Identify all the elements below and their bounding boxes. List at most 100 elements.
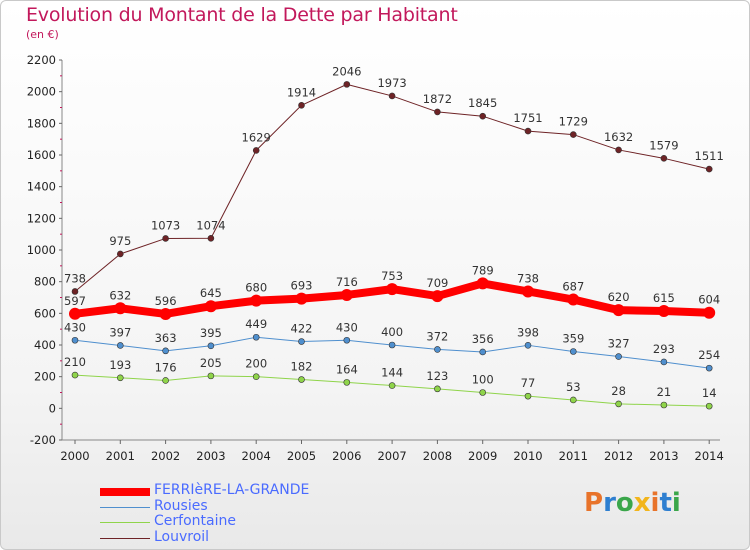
data-point (388, 92, 396, 100)
data-label: 398 (517, 325, 539, 339)
data-label: 1973 (377, 76, 406, 90)
x-tick-label: 2008 (423, 449, 452, 463)
data-point (204, 300, 217, 313)
data-point (705, 364, 713, 372)
data-label: 182 (291, 360, 313, 374)
y-tick-label: 1000 (27, 243, 56, 257)
proxiti-logo: Proxiti (584, 488, 681, 518)
data-point (117, 250, 124, 258)
data-label: 789 (472, 263, 494, 277)
data-point (71, 371, 79, 379)
y-tick-label: 2000 (27, 85, 56, 99)
data-point (162, 347, 169, 355)
data-point (388, 382, 396, 389)
data-point (114, 302, 127, 315)
data-label: 144 (381, 366, 403, 380)
legend-swatch (100, 506, 150, 508)
data-point (615, 353, 622, 360)
data-label: 200 (245, 357, 267, 371)
x-tick-label: 2002 (151, 449, 180, 463)
data-point (660, 155, 668, 162)
data-point (434, 346, 441, 353)
data-point (524, 342, 532, 349)
data-point (343, 379, 351, 386)
data-point (703, 306, 716, 319)
data-point (569, 131, 577, 138)
data-label: 359 (562, 331, 584, 345)
data-point (522, 285, 534, 298)
data-label: 372 (426, 329, 448, 343)
x-tick-label: 2003 (196, 449, 225, 463)
data-label: 1872 (423, 92, 452, 106)
data-point (162, 235, 169, 242)
logo-letter: P (584, 488, 604, 518)
data-point (705, 165, 713, 173)
x-tick-label: 2000 (60, 449, 89, 463)
legend-label: Louvroil (154, 528, 210, 545)
data-label: 645 (200, 286, 222, 300)
y-tick-label: 200 (34, 370, 56, 384)
data-point (569, 396, 577, 404)
logo-letter: r (603, 488, 616, 518)
data-point (207, 342, 215, 350)
data-label: 1579 (649, 138, 678, 152)
data-label: 1751 (513, 111, 542, 125)
data-label: 1629 (242, 130, 271, 144)
data-point (343, 336, 351, 344)
data-point (524, 127, 532, 135)
data-point (615, 400, 622, 408)
data-label: 254 (698, 348, 720, 362)
data-point (479, 389, 487, 396)
y-tick-label: 800 (34, 275, 56, 289)
data-label: 1845 (468, 96, 497, 110)
data-label: 164 (336, 362, 358, 376)
y-tick-label: 400 (34, 338, 56, 352)
x-tick-label: 2007 (377, 449, 406, 463)
data-label: 1729 (559, 115, 588, 129)
data-label: 430 (64, 320, 86, 334)
data-point (159, 307, 172, 320)
y-tick-label: -200 (30, 433, 56, 447)
y-tick-label: 1200 (27, 211, 56, 225)
data-label: 753 (381, 269, 403, 283)
data-label: 738 (64, 271, 86, 285)
data-point (479, 348, 487, 356)
data-point (298, 101, 305, 109)
data-label: 21 (657, 385, 672, 399)
x-tick-label: 2004 (242, 449, 271, 463)
x-tick-label: 2010 (513, 449, 542, 463)
data-point (295, 292, 308, 305)
y-tick-label: 0 (49, 401, 56, 415)
y-tick-label: 1600 (27, 148, 56, 162)
x-tick-label: 2013 (649, 449, 678, 463)
data-label: 100 (472, 373, 494, 387)
legend-label: Rousies (154, 497, 208, 514)
data-point (386, 283, 399, 296)
data-point (612, 304, 625, 317)
chart-unit: (en €) (26, 28, 59, 41)
legend-label: FERRIèRE-LA-GRANDE (154, 482, 310, 498)
data-point (340, 288, 353, 301)
data-label: 193 (109, 358, 131, 372)
logo-letter: x (633, 488, 651, 518)
y-tick-label: 1800 (27, 116, 56, 130)
x-tick-label: 2005 (287, 449, 316, 463)
data-label: 327 (608, 337, 630, 351)
data-label: 293 (653, 342, 675, 356)
x-tick-label: 2014 (695, 449, 724, 463)
data-point (434, 385, 441, 393)
series-line-3 (74, 83, 710, 292)
data-label: 1074 (196, 218, 225, 232)
data-point (660, 358, 668, 366)
data-point (69, 307, 81, 320)
data-point (479, 112, 487, 120)
data-point (705, 402, 713, 410)
data-label: 53 (566, 380, 581, 394)
data-point (252, 147, 260, 154)
data-label: 975 (109, 234, 131, 248)
data-label: 597 (64, 294, 86, 308)
data-label: 449 (245, 317, 267, 331)
x-tick-label: 2011 (559, 449, 588, 463)
data-point (162, 377, 169, 384)
